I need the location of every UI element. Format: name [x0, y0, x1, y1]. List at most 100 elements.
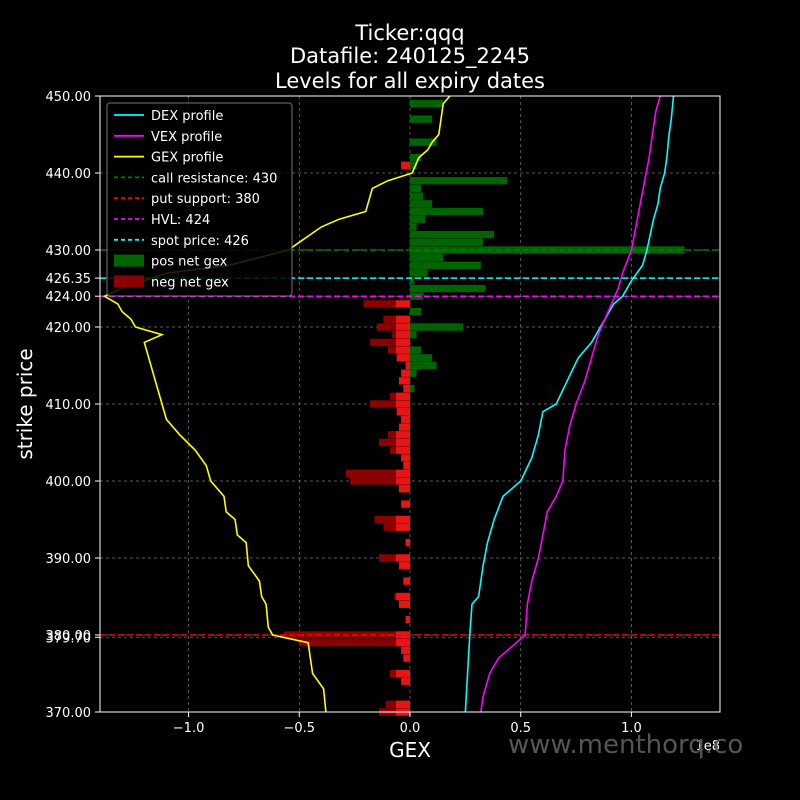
neg-gex-bar: [376, 323, 410, 331]
y-tick-label: 380.00: [46, 629, 92, 644]
pos-gex-bar: [410, 254, 444, 262]
neg-gex-bar-core: [396, 592, 410, 601]
chart-title: Ticker:qqq Datafile: 240125_2245 Levels …: [275, 21, 545, 93]
pos-gex-bar: [410, 215, 426, 223]
pos-gex-bar: [410, 207, 484, 216]
legend-label: call resistance: 430: [151, 171, 277, 186]
series-line-gex-profile: [102, 95, 451, 713]
y-tick-label: 379.70: [46, 631, 92, 646]
neg-gex-bar-core: [396, 446, 410, 454]
neg-gex-bar-core: [396, 408, 410, 416]
neg-gex-bar-core: [403, 577, 410, 585]
legend-label: VEX profile: [151, 130, 222, 145]
y-tick-label: 430.00: [46, 244, 92, 259]
pos-gex-bar: [410, 384, 415, 393]
pos-gex-bar: [410, 200, 433, 208]
legend: DEX profile VEX profile GEX profile call re…: [106, 102, 293, 297]
y-tick-label: 420.00: [46, 321, 92, 336]
x-tick-label: −0.5: [283, 721, 315, 736]
neg-gex-bar-core: [396, 554, 410, 562]
y-tick-label: 450.00: [46, 90, 92, 105]
pos-gex-bar: [410, 369, 417, 377]
neg-gex-bar-core: [398, 423, 410, 431]
neg-gex-bar-core: [396, 431, 410, 439]
neg-gex-bar-core: [396, 523, 410, 531]
pos-gex-bar: [410, 269, 428, 277]
pos-gex-bar: [410, 115, 433, 123]
neg-gex-bar-core: [396, 315, 410, 323]
pos-gex-bar: [410, 238, 484, 246]
neg-gex-bar-core: [398, 600, 410, 608]
y-axis-label: strike price: [13, 348, 37, 459]
neg-gex-bar-core: [396, 392, 410, 400]
neg-gex-bar-core: [396, 300, 410, 308]
neg-gex-bar: [363, 300, 410, 308]
neg-gex-bar-core: [396, 477, 410, 485]
legend-label: neg net gex: [151, 275, 229, 290]
neg-gex-bar: [370, 400, 410, 408]
pos-gex-bar: [410, 100, 444, 108]
legend-label: put support: 380: [151, 192, 260, 207]
neg-gex-bar-core: [396, 700, 410, 708]
neg-gex-bar-core: [403, 384, 410, 393]
neg-gex-bar-core: [401, 161, 410, 169]
pos-gex-bar: [410, 354, 433, 362]
neg-gex-bar-core: [405, 538, 410, 547]
x-tick-label: 0.0: [400, 721, 421, 736]
title-line-3: Levels for all expiry dates: [275, 69, 545, 93]
neg-gex-bar-core: [396, 515, 410, 524]
neg-gex-bar-core: [401, 415, 410, 424]
pos-gex-bar: [410, 161, 417, 169]
legend-label: GEX profile: [151, 151, 223, 166]
y-tick-label: 426.35: [46, 272, 92, 287]
x-tick-label: −1.0: [173, 721, 205, 736]
pos-gex-bar: [410, 277, 415, 285]
legend-label: DEX profile: [151, 109, 223, 124]
neg-gex-bar: [379, 438, 410, 447]
neg-gex-bar-core: [396, 331, 410, 339]
legend-label: pos net gex: [151, 255, 228, 270]
neg-gex-bar: [379, 554, 410, 562]
x-tick-label: 0.5: [510, 721, 531, 736]
y-tick-label: 370.00: [46, 706, 92, 721]
neg-gex-bar-core: [401, 646, 410, 655]
neg-gex-bar-core: [401, 369, 410, 377]
series-line-vex-profile: [480, 95, 661, 713]
pos-gex-bar: [410, 192, 424, 200]
neg-gex-bar-core: [396, 639, 410, 647]
pos-gex-bar: [410, 138, 437, 146]
legend-label: HVL: 424: [151, 213, 210, 228]
neg-gex-bar-core: [403, 461, 410, 470]
neg-gex-bar: [370, 338, 410, 347]
neg-gex-bar-core: [396, 669, 410, 678]
legend-label: spot price: 426: [151, 234, 249, 249]
title-line-1: Ticker:qqq: [354, 21, 464, 45]
pos-gex-bar: [410, 307, 422, 316]
legend-swatch: [114, 254, 144, 267]
pos-gex-bar: [410, 153, 422, 162]
neg-gex-bar-core: [401, 500, 410, 508]
site-watermark: www.menthorq.co: [508, 730, 743, 760]
x-axis-label: GEX: [389, 738, 431, 762]
pos-gex-bar: [410, 361, 437, 370]
pos-gex-bar: [410, 284, 486, 293]
y-tick-label: 390.00: [46, 552, 92, 567]
y-tick-label: 440.00: [46, 167, 92, 182]
series-line-dex-profile: [464, 95, 675, 713]
pos-gex-bar: [410, 261, 481, 270]
neg-gex-bar: [345, 469, 410, 477]
neg-gex-bar-core: [398, 485, 410, 493]
legend-swatch: [114, 275, 144, 288]
pos-gex-bar: [410, 323, 464, 331]
pos-gex-bar: [410, 246, 685, 254]
neg-gex-bar: [299, 639, 410, 647]
neg-gex-bar-core: [396, 469, 410, 477]
neg-gex-bar-core: [398, 562, 410, 570]
neg-gex-bar-core: [401, 677, 410, 685]
neg-gex-bar-core: [398, 377, 410, 385]
pos-gex-bar: [410, 230, 495, 239]
y-tick-label: 424.00: [46, 290, 92, 305]
x-tick-label: 1.0: [621, 721, 642, 736]
